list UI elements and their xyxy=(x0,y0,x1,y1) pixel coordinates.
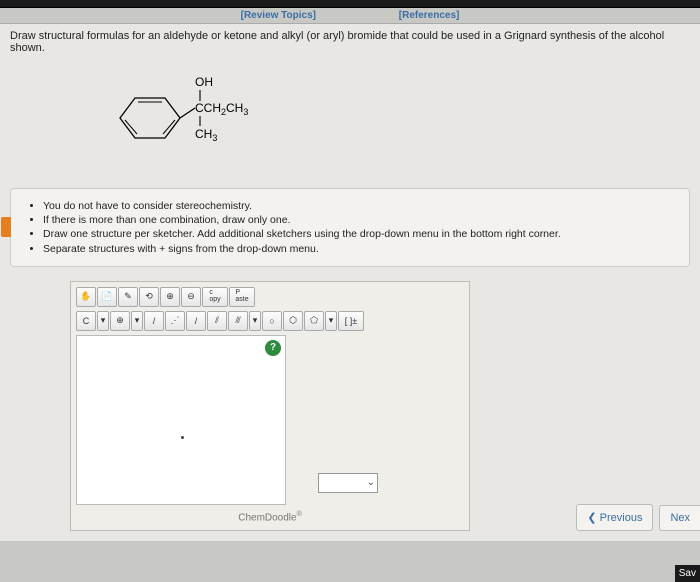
instructions-list: You do not have to consider stereochemis… xyxy=(25,199,675,256)
instruction-item: You do not have to consider stereochemis… xyxy=(43,199,675,213)
instruction-item: Draw one structure per sketcher. Add add… xyxy=(43,227,675,241)
sketcher-toolbar-2: C ▾ ⊕ ▾ / ⋰ / ⫽ ⫻ ▾ ○ ⬡ ⬠ ▾ [ ]± xyxy=(74,309,466,333)
instructions-box: You do not have to consider stereochemis… xyxy=(10,188,690,267)
svg-text:CCH2CH3: CCH2CH3 xyxy=(195,101,248,117)
sketcher-toolbar-1: ✋ 📄 ✎ ⟲ ⊕ ⊖ c opy P aste xyxy=(74,285,466,309)
paste-button[interactable]: P aste xyxy=(229,287,255,307)
lasso-tool-button[interactable]: ⟲ xyxy=(139,287,159,307)
svg-text:CH3: CH3 xyxy=(195,127,217,143)
pencil-tool-button[interactable]: ✎ xyxy=(118,287,138,307)
dotted-bond-button[interactable]: ⋰ xyxy=(165,311,185,331)
content-area: Draw structural formulas for an aldehyde… xyxy=(0,23,700,541)
zoom-in-button[interactable]: ⊕ xyxy=(160,287,180,307)
instruction-item: Separate structures with + signs from th… xyxy=(43,242,675,256)
molecule-structure: OH CCH2CH3 CH3 xyxy=(90,68,690,178)
wedge-bond-button[interactable]: / xyxy=(186,311,206,331)
ring-circle-button[interactable]: ○ xyxy=(262,311,282,331)
charge-button[interactable]: ⊕ xyxy=(110,311,130,331)
bracket-button[interactable]: [ ]± xyxy=(338,311,364,331)
window-top-bar xyxy=(0,0,700,8)
chevron-down-icon: ⌄ xyxy=(367,477,375,488)
document-tool-button[interactable]: 📄 xyxy=(97,287,117,307)
sketcher-add-dropdown[interactable]: ⌄ xyxy=(318,473,378,493)
instruction-item: If there is more than one combination, d… xyxy=(43,213,675,227)
review-topics-link[interactable]: [Review Topics] xyxy=(241,10,316,21)
ring-hex-button[interactable]: ⬡ xyxy=(283,311,303,331)
charge-dropdown[interactable]: ▾ xyxy=(131,311,143,331)
chemdoodle-sketcher: ✋ 📄 ✎ ⟲ ⊕ ⊖ c opy P aste C ▾ ⊕ ▾ / ⋰ / ⫽… xyxy=(70,281,470,531)
double-bond-button[interactable]: ⫽ xyxy=(207,311,227,331)
chemdoodle-label: ChemDoodle® xyxy=(74,507,466,527)
canvas-dot-icon xyxy=(181,436,184,439)
save-button[interactable]: Sav xyxy=(675,565,700,582)
bottom-nav: ❮ Previous Nex xyxy=(576,504,700,531)
triple-bond-button[interactable]: ⫻ xyxy=(228,311,248,331)
references-link[interactable]: [References] xyxy=(399,10,460,21)
element-c-button[interactable]: C xyxy=(76,311,96,331)
top-links: [Review Topics] [References] xyxy=(0,8,700,23)
question-text: Draw structural formulas for an aldehyde… xyxy=(10,30,690,54)
ring-pent-button[interactable]: ⬠ xyxy=(304,311,324,331)
svg-text:OH: OH xyxy=(195,75,213,89)
copy-button[interactable]: c opy xyxy=(202,287,228,307)
next-button[interactable]: Nex xyxy=(659,505,700,531)
next-label: Nex xyxy=(670,512,690,524)
element-dropdown[interactable]: ▾ xyxy=(97,311,109,331)
ring-dropdown[interactable]: ▾ xyxy=(325,311,337,331)
previous-button[interactable]: ❮ Previous xyxy=(576,504,653,531)
zoom-out-button[interactable]: ⊖ xyxy=(181,287,201,307)
previous-label: Previous xyxy=(600,512,643,524)
help-icon[interactable]: ? xyxy=(265,340,281,356)
single-bond-button[interactable]: / xyxy=(144,311,164,331)
hand-tool-button[interactable]: ✋ xyxy=(76,287,96,307)
chevron-left-icon: ❮ xyxy=(587,511,596,524)
sketch-canvas[interactable]: ? xyxy=(76,335,286,505)
bond-dropdown[interactable]: ▾ xyxy=(249,311,261,331)
orange-tab-icon xyxy=(1,217,11,237)
